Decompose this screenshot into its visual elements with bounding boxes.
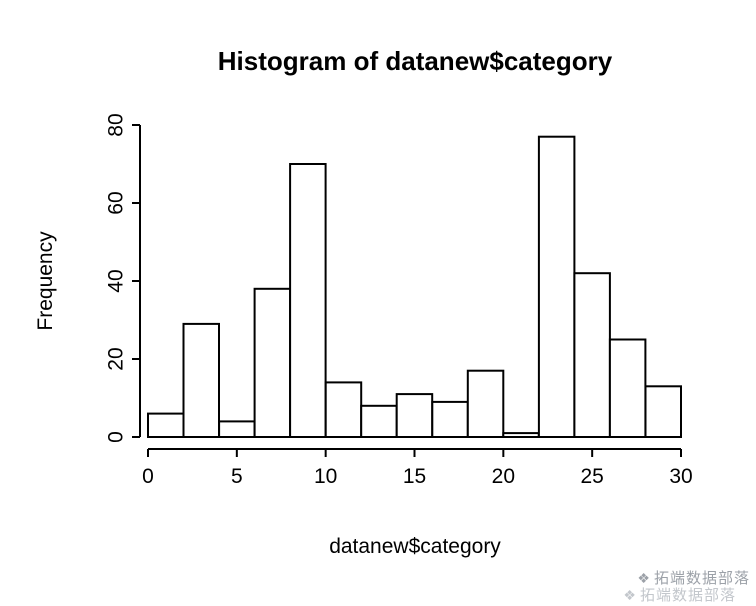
y-axis-label: Frequency <box>34 231 57 331</box>
x-tick-label: 15 <box>403 465 426 488</box>
y-tick-label: 80 <box>105 113 128 136</box>
histogram-bar <box>147 412 185 439</box>
y-tick-label: 60 <box>105 191 128 214</box>
x-tick-label: 30 <box>669 465 692 488</box>
watermark-text: 拓端数据部落 <box>653 569 750 587</box>
histogram-bar <box>395 393 434 439</box>
watermark-text: 拓端数据部落 <box>639 586 736 604</box>
histogram-bar <box>502 432 540 439</box>
plot-dynamic-layer: 0 5 10 15 20 25 30 0 20 40 60 80 <box>105 113 693 488</box>
histogram-bar <box>360 404 398 438</box>
x-tick-label: 10 <box>314 465 337 488</box>
x-tick-label: 0 <box>142 465 154 488</box>
histogram-bar <box>608 338 647 438</box>
histogram-bar <box>253 287 292 438</box>
x-tick-label: 25 <box>580 465 603 488</box>
histogram-bar <box>573 272 611 439</box>
x-tick-label: 5 <box>231 465 243 488</box>
watermark-logo-icon: ❖ <box>637 569 651 586</box>
histogram-bar <box>218 420 256 438</box>
y-tick-label: 40 <box>105 269 128 292</box>
watermark-logo-icon: ❖ <box>623 586 637 603</box>
histogram-bar <box>537 135 576 438</box>
histogram-bar <box>466 369 505 439</box>
histogram-bar <box>182 322 220 438</box>
watermark: ❖ 拓端数据部落 ❖ 拓端数据部落 <box>623 570 750 605</box>
x-tick-label: 20 <box>492 465 515 488</box>
x-axis-label: datanew$category <box>329 535 501 558</box>
y-tick-label: 0 <box>105 431 128 443</box>
watermark-line: ❖ 拓端数据部落 <box>623 587 736 604</box>
histogram-bar <box>324 381 363 438</box>
histogram-bar <box>431 400 469 438</box>
y-tick-label: 20 <box>105 347 128 370</box>
histogram-bar <box>289 163 327 438</box>
chart-title: Histogram of datanew$category <box>218 46 613 76</box>
histogram-bar <box>644 385 682 438</box>
watermark-line: ❖ 拓端数据部落 <box>623 570 750 587</box>
